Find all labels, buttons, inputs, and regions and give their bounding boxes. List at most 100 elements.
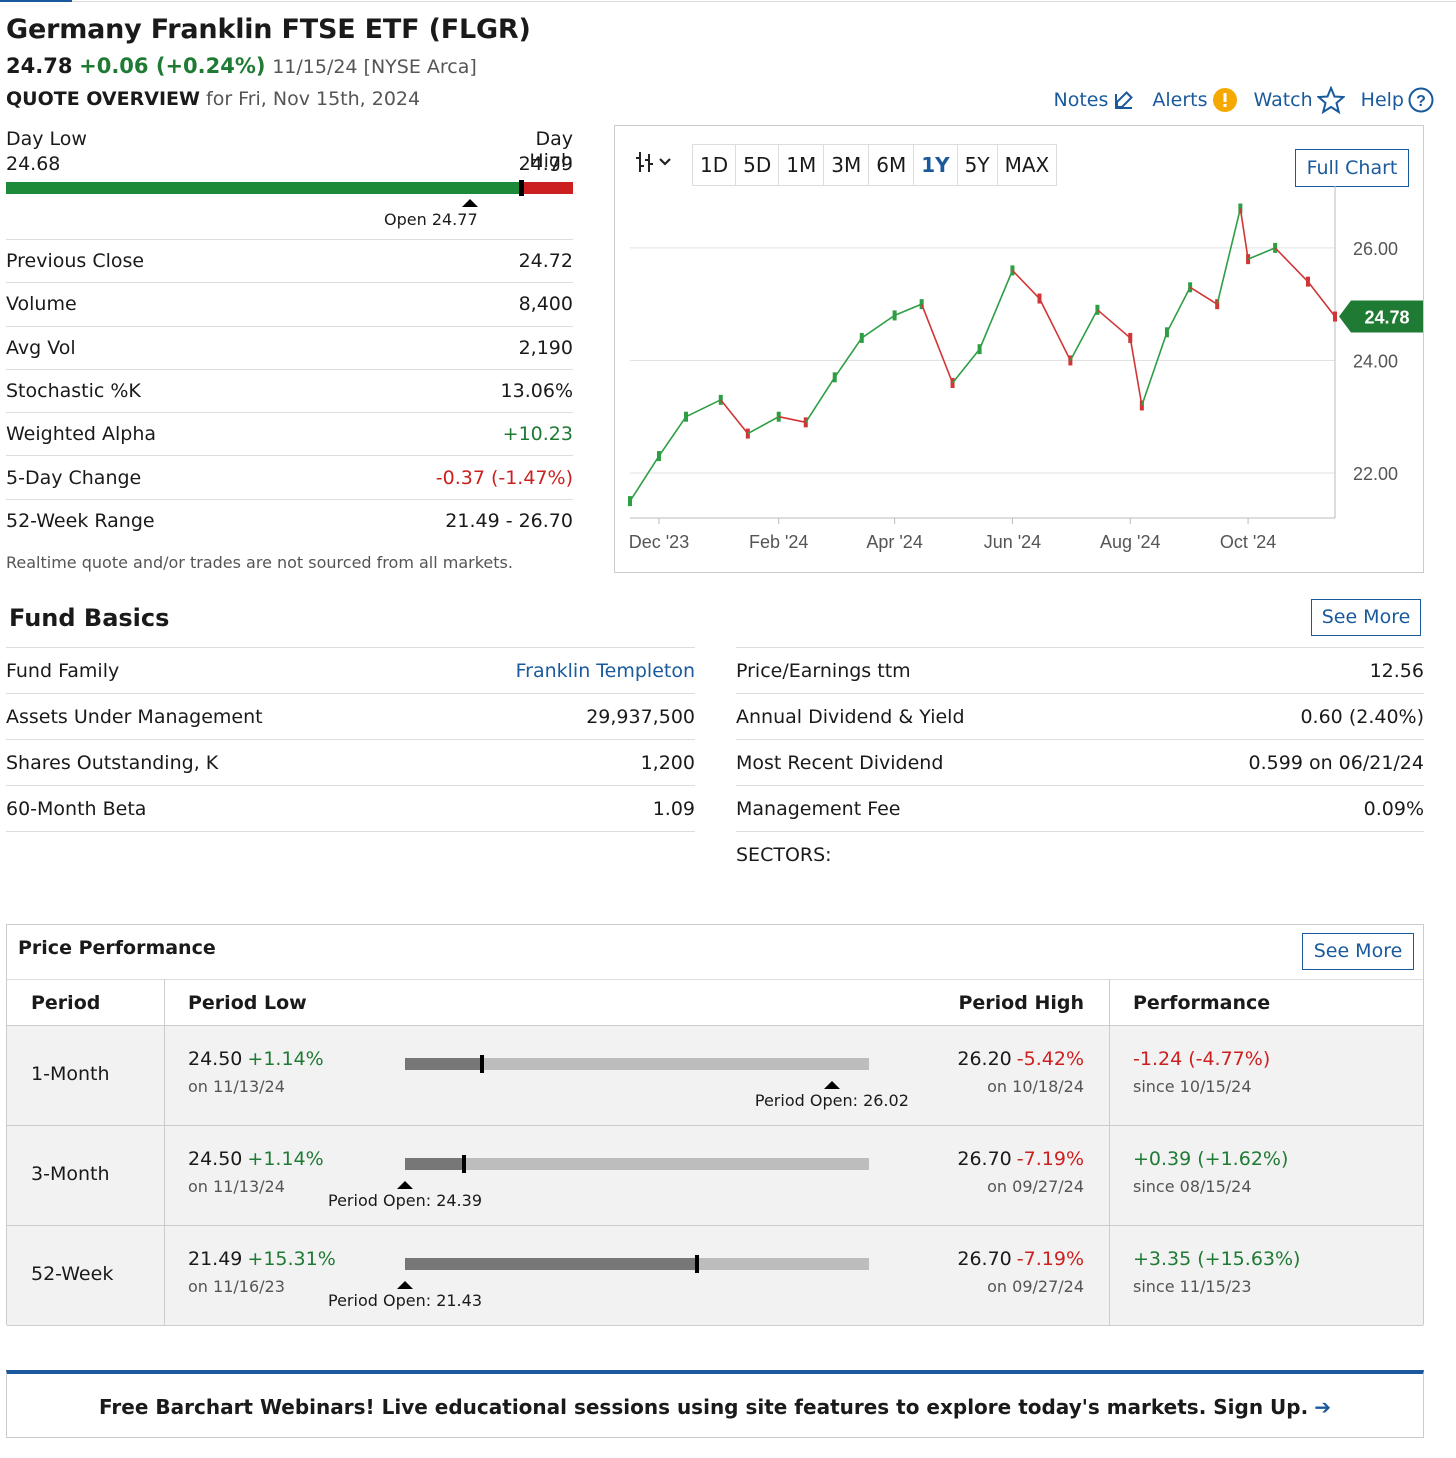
price-segment [1141, 332, 1168, 406]
period-tab-max[interactable]: MAX [997, 145, 1057, 185]
price-candle [803, 417, 808, 428]
watch-label: Watch [1253, 89, 1313, 111]
period-tab-3m[interactable]: 3M [824, 145, 870, 185]
period-low: 21.49 +15.31% [188, 1248, 336, 1270]
chart-type-selector[interactable] [634, 150, 672, 174]
price-segment [1239, 208, 1249, 260]
price-segment [920, 303, 954, 384]
period-high: 26.70 -7.19% [957, 1148, 1084, 1170]
realtime-note: Realtime quote and/or trades are not sou… [6, 553, 513, 572]
header-period-high: Period High [958, 992, 1084, 1014]
fund-basics-row: Most Recent Dividend 0.599 on 06/21/24 [736, 740, 1424, 786]
price-segment [778, 415, 806, 424]
period-tab-5y[interactable]: 5Y [957, 145, 998, 185]
price-chart: 22.00 24.00 26.00 Dec '23 Feb '24 Apr '24 Jun … [628, 186, 1423, 552]
x-tick-label: Apr '24 [866, 532, 922, 552]
price-segment [894, 303, 922, 317]
quote-line: 24.78 +0.06 (+0.24%) 11/15/24 [NYSE Arca… [6, 54, 477, 78]
period-high: 26.20 -5.42% [957, 1048, 1084, 1070]
fund-basics-title: Fund Basics [9, 604, 170, 632]
y-tick-label: 22.00 [1353, 464, 1398, 484]
fund-basics-value: 0.599 on 06/21/24 [1248, 751, 1424, 774]
arrow-right-icon: ➔ [1314, 1395, 1331, 1419]
stat-label: Stochastic %K [6, 380, 141, 403]
period-low-value: 21.49 [188, 1248, 243, 1270]
stat-row: Avg Vol 2,190 [6, 327, 573, 370]
last-price-tag-label: 24.78 [1364, 308, 1409, 328]
alerts-button[interactable]: Alerts [1152, 87, 1237, 113]
performance-period: 52-Week [31, 1263, 114, 1285]
period-low-date: on 11/16/23 [188, 1277, 285, 1296]
fund-basics-value: 12.56 [1369, 659, 1424, 682]
period-tab-5d[interactable]: 5D [736, 145, 780, 185]
price-segment [1189, 286, 1218, 305]
alerts-label: Alerts [1152, 89, 1208, 111]
overview-label: QUOTE OVERVIEW [6, 88, 200, 110]
quote-stats-table: Previous Close 24.72 Volume 8,400 Avg Vol 2,1… [6, 239, 573, 543]
alert-icon [1212, 88, 1237, 112]
fund-basics-label: 60-Month Beta [6, 797, 147, 820]
period-range-fill [405, 1158, 464, 1170]
mini-chart-panel[interactable] [614, 125, 1424, 573]
performance-since: since 10/15/24 [1133, 1077, 1252, 1096]
stat-value: 24.72 [518, 250, 573, 273]
fund-basics-see-more-button[interactable]: See More [1311, 599, 1421, 636]
price-performance-panel: Price Performance See More Period Period… [6, 924, 1424, 1326]
notes-label: Notes [1053, 89, 1109, 111]
price-segment [834, 337, 863, 378]
performance-row: 3-Month 24.50 +1.14% on 11/13/24 Period Open… [7, 1126, 1423, 1226]
period-low-pct: +1.14% [247, 1148, 324, 1170]
stat-label: Volume [6, 293, 77, 316]
period-high-pct: -7.19% [1016, 1148, 1084, 1170]
price-segment [1166, 286, 1191, 333]
price-segment [1011, 269, 1041, 300]
star-icon [1316, 86, 1345, 114]
period-low-pct: +1.14% [247, 1048, 324, 1070]
period-tab-1d[interactable]: 1D [693, 145, 737, 185]
period-tab-1y[interactable]: 1Y [914, 145, 958, 185]
fund-basics-right-table: Price/Earnings ttm 12.56 Annual Dividend &… [736, 647, 1424, 878]
candlestick-icon [636, 152, 653, 172]
price-segment [1129, 337, 1143, 406]
performance-since: since 11/15/23 [1133, 1277, 1252, 1296]
webinar-banner-text: Free Barchart Webinars! Live educational… [99, 1395, 1309, 1419]
performance-value: +0.39 (+1.62%) [1133, 1148, 1289, 1170]
performance-period: 1-Month [31, 1063, 110, 1085]
performance-table-header: Period Period Low Period High Performanc… [7, 979, 1423, 1026]
period-tab-6m[interactable]: 6M [869, 145, 915, 185]
watch-button[interactable]: Watch [1254, 86, 1345, 114]
edit-icon [1115, 91, 1134, 109]
price-segment [1274, 247, 1309, 283]
price-candle [745, 428, 750, 439]
price-candle [1128, 332, 1133, 343]
period-open-marker-icon [397, 1181, 413, 1189]
notes-button[interactable]: Notes [1053, 88, 1136, 112]
period-high-value: 26.20 [957, 1048, 1012, 1070]
period-low-value: 24.50 [188, 1048, 243, 1070]
performance-row: 52-Week 21.49 +15.31% on 11/16/23 Period Ope… [7, 1226, 1423, 1326]
period-high-value: 26.70 [957, 1248, 1012, 1270]
price-segment [720, 399, 749, 435]
performance-since: since 08/15/24 [1133, 1177, 1252, 1196]
fund-basics-label: Fund Family [6, 659, 120, 682]
stat-row: Volume 8,400 [6, 283, 573, 327]
help-button[interactable]: Help ? [1361, 87, 1434, 113]
open-label: Open 24.77 [384, 210, 478, 229]
price-segment [747, 416, 780, 435]
fund-family-link[interactable]: Franklin Templeton [515, 659, 695, 682]
fund-basics-label: Price/Earnings ttm [736, 659, 911, 682]
period-high-date: on 09/27/24 [987, 1277, 1084, 1296]
full-chart-button[interactable]: Full Chart [1295, 149, 1409, 187]
fund-basics-label: Management Fee [736, 797, 901, 820]
fund-basics-label: Shares Outstanding, K [6, 751, 219, 774]
price-segment [1247, 247, 1276, 260]
period-tab-1m[interactable]: 1M [779, 145, 825, 185]
day-range-red-segment [521, 182, 573, 194]
last-price-tag [1339, 300, 1423, 333]
sectors-label: SECTORS: [736, 844, 832, 866]
column-divider [164, 979, 165, 1325]
fund-basics-row: Annual Dividend & Yield 0.60 (2.40%) [736, 694, 1424, 740]
webinar-banner[interactable]: Free Barchart Webinars! Live educational… [6, 1370, 1424, 1438]
price-performance-see-more-button[interactable]: See More [1302, 933, 1414, 970]
open-marker-icon [462, 199, 478, 207]
